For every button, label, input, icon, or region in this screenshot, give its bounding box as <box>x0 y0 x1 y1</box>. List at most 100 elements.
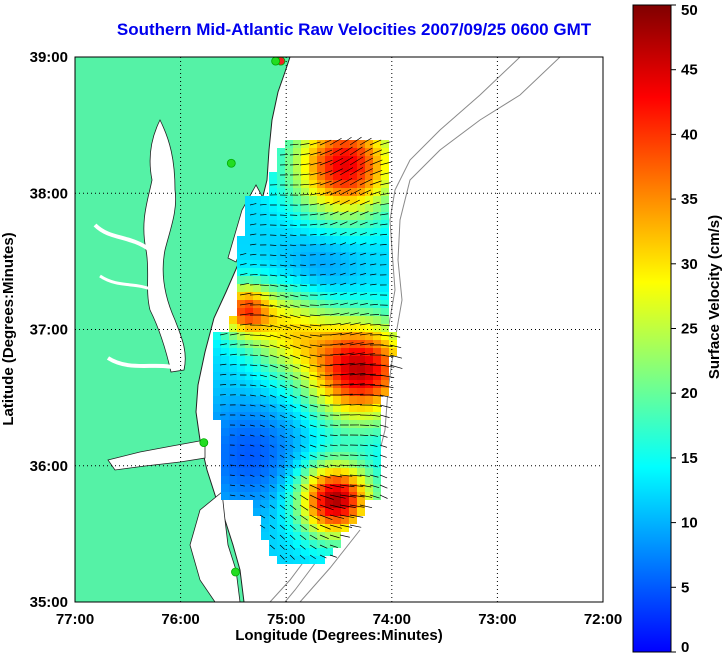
velocity-cell <box>373 276 381 284</box>
velocity-cell <box>253 436 261 444</box>
velocity-cell <box>357 404 365 412</box>
velocity-arrow <box>319 424 328 427</box>
velocity-cell <box>341 252 349 260</box>
velocity-arrow <box>269 244 277 246</box>
velocity-cell <box>221 452 229 460</box>
velocity-cell <box>285 556 293 564</box>
velocity-cell <box>261 476 269 484</box>
velocity-cell <box>317 436 325 444</box>
velocity-cell <box>317 236 325 244</box>
velocity-arrow <box>349 146 363 156</box>
velocity-arrow <box>309 414 318 418</box>
velocity-cell <box>213 340 221 348</box>
velocity-cell <box>357 492 365 500</box>
velocity-cell <box>333 164 341 172</box>
velocity-arrow <box>229 374 237 376</box>
velocity-cell <box>317 276 325 284</box>
velocity-arrow <box>249 284 260 286</box>
velocity-cell <box>221 364 229 372</box>
velocity-cell <box>253 284 261 292</box>
velocity-cell <box>245 396 253 404</box>
velocity-cell <box>293 452 301 460</box>
velocity-arrow <box>259 414 266 418</box>
velocity-cell <box>277 364 285 372</box>
velocity-cell <box>229 444 237 452</box>
velocity-cell <box>285 468 293 476</box>
velocity-arrow <box>249 364 258 367</box>
velocity-cell <box>349 228 357 236</box>
velocity-cell <box>309 220 317 228</box>
velocity-cell <box>229 436 237 444</box>
velocity-cell <box>229 412 237 420</box>
velocity-arrow <box>269 274 278 277</box>
velocity-arrow <box>259 324 273 328</box>
velocity-cell <box>245 196 253 204</box>
velocity-arrow <box>269 434 275 438</box>
velocity-cell <box>285 164 293 172</box>
velocity-arrow <box>329 313 340 316</box>
velocity-cell <box>293 244 301 252</box>
velocity-arrow <box>299 514 308 521</box>
velocity-cell <box>381 276 389 284</box>
velocity-cell <box>341 396 349 404</box>
velocity-cell <box>293 508 301 516</box>
velocity-arrow <box>359 444 368 447</box>
velocity-arrow <box>269 344 280 349</box>
velocity-cell <box>253 428 261 436</box>
velocity-arrow <box>319 514 333 521</box>
velocity-cell <box>341 212 349 220</box>
velocity-cell <box>317 292 325 300</box>
velocity-cell <box>325 500 333 508</box>
velocity-cell <box>261 436 269 444</box>
velocity-cell <box>317 340 325 348</box>
velocity-arrow <box>379 494 388 499</box>
velocity-arrow <box>349 524 362 528</box>
velocity-cell <box>293 196 301 204</box>
velocity-arrow <box>379 171 392 176</box>
velocity-arrow <box>309 151 322 156</box>
velocity-cell <box>341 412 349 420</box>
velocity-arrow <box>319 414 329 417</box>
velocity-arrow <box>319 253 326 256</box>
velocity-cell <box>301 300 309 308</box>
velocity-arrow <box>279 414 286 419</box>
velocity-cell <box>373 444 381 452</box>
velocity-cell <box>269 412 277 420</box>
velocity-cell <box>381 340 389 348</box>
velocity-cell <box>229 428 237 436</box>
velocity-cell <box>309 500 317 508</box>
velocity-cell <box>333 276 341 284</box>
velocity-cell <box>261 260 269 268</box>
velocity-cell <box>245 404 253 412</box>
velocity-arrow <box>249 203 257 206</box>
velocity-arrow <box>359 178 373 186</box>
velocity-arrow <box>379 244 387 246</box>
velocity-cell <box>277 428 285 436</box>
velocity-arrow <box>319 283 327 286</box>
velocity-arrow <box>249 414 256 417</box>
velocity-arrow <box>279 494 286 500</box>
velocity-arrow <box>329 303 339 306</box>
velocity-arrow <box>259 444 265 448</box>
velocity-arrow <box>359 322 371 326</box>
velocity-arrow <box>369 494 380 499</box>
velocity-cell <box>317 516 325 524</box>
velocity-arrow <box>309 524 319 531</box>
velocity-arrow <box>349 514 364 518</box>
velocity-arrow <box>309 384 320 388</box>
velocity-cell <box>317 532 325 540</box>
velocity-arrow <box>379 364 395 368</box>
velocity-cell <box>277 276 285 284</box>
velocity-cell <box>253 380 261 388</box>
velocity-cell <box>317 140 325 148</box>
velocity-cell <box>293 236 301 244</box>
velocity-cell <box>357 292 365 300</box>
velocity-arrow <box>349 474 362 477</box>
velocity-cell <box>229 324 237 332</box>
velocity-cell <box>309 396 317 404</box>
velocity-arrow <box>329 554 337 558</box>
velocity-cell <box>261 268 269 276</box>
velocity-arrow <box>339 199 350 206</box>
velocity-cell <box>293 172 301 180</box>
velocity-arrow <box>299 464 307 469</box>
